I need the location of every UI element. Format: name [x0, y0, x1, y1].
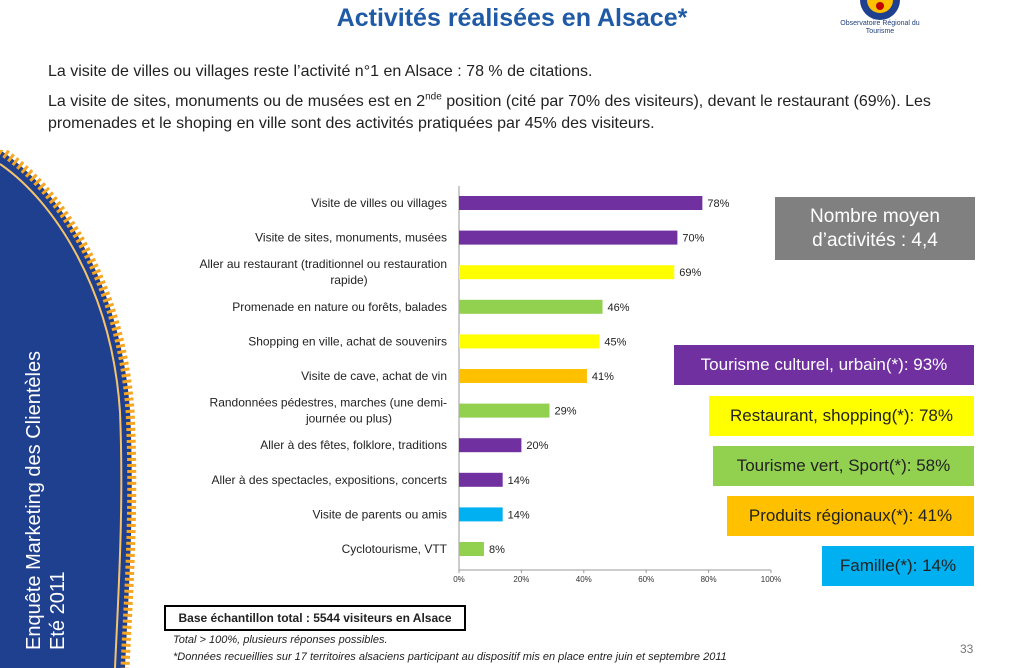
bar [459, 299, 603, 314]
x-tick-label: 0% [453, 575, 465, 584]
category-label-line: Promenade en nature ou forêts, balades [232, 300, 447, 314]
category-label: Aller à des fêtes, folklore, traditions [260, 438, 447, 452]
intro-line-1: La visite de villes ou villages reste l’… [48, 63, 593, 80]
category-label: Aller à des spectacles, expositions, con… [212, 473, 447, 487]
category-label-line: Visite de villes ou villages [311, 196, 447, 210]
page-number: 33 [960, 642, 974, 656]
side-band [0, 150, 137, 668]
category-label-line: Visite de cave, achat de vin [301, 369, 447, 383]
category-label-line: Cyclotourisme, VTT [342, 542, 448, 556]
category-label: Visite de cave, achat de vin [301, 369, 447, 383]
category-label-line: Randonnées pédestres, marches (une demi- [210, 396, 447, 410]
average-line-1: Nombre moyen [810, 206, 940, 227]
group-box-cultural: Tourisme culturel, urbain (*) : 93% [674, 345, 974, 385]
logo-text: Observatoire Régional du Tourisme [840, 20, 920, 35]
logo-icon [860, 0, 900, 20]
data-label: 14% [508, 509, 530, 521]
x-tick-label: 20% [513, 575, 529, 584]
category-label-line: Aller à des spectacles, expositions, con… [212, 473, 447, 487]
category-label: Shopping en ville, achat de souvenirs [248, 334, 447, 348]
category-label: Visite de villes ou villages [311, 196, 447, 210]
footnote-1: Total > 100%, plusieurs réponses possibl… [173, 634, 388, 646]
category-label-line: Visite de parents ou amis [312, 507, 447, 521]
category-label: Aller au restaurant (traditionnel ou res… [200, 257, 447, 287]
data-label: 70% [682, 233, 704, 245]
intro-line-2: La visite de sites, monuments ou de musé… [48, 91, 931, 132]
bar [459, 334, 600, 349]
category-label-line: rapide) [330, 273, 367, 287]
footnote-2: *Données recueillies sur 17 territoires … [173, 651, 727, 663]
bar [459, 472, 503, 487]
bar [459, 230, 678, 245]
bar [459, 438, 522, 453]
category-label: Promenade en nature ou forêts, balades [232, 300, 447, 314]
page-title: Activités réalisées en Alsace* [336, 4, 688, 32]
category-label: Visite de sites, monuments, musées [255, 231, 447, 245]
bar [459, 265, 675, 280]
bar [459, 507, 503, 522]
average-activities-box: Nombre moyen d’activités : 4,4 [775, 197, 975, 260]
data-label: 8% [489, 544, 505, 556]
data-label: 45% [604, 336, 626, 348]
category-label-line: Aller à des fêtes, folklore, traditions [260, 438, 447, 452]
group-box-green: Tourisme vert, Sport (*) : 58% [713, 446, 974, 486]
category-label-line: Shopping en ville, achat de souvenirs [248, 334, 447, 348]
data-label: 46% [608, 302, 630, 314]
category-label: Cyclotourisme, VTT [342, 542, 448, 556]
data-label: 41% [592, 371, 614, 383]
average-line-2: d’activités : 4,4 [812, 230, 938, 251]
bar [459, 542, 484, 556]
group-box-restaurant: Restaurant, shopping (*) : 78% [709, 396, 974, 436]
category-label-line: Visite de sites, monuments, musées [255, 231, 447, 245]
category-label: Randonnées pédestres, marches (une demi-… [210, 396, 447, 426]
x-tick-label: 80% [701, 575, 717, 584]
activities-bar-chart: 0% 20% 40% 60% 80% 100% 78% Visite de villes ou… [200, 186, 781, 584]
x-tick-label: 40% [576, 575, 592, 584]
data-label: 20% [526, 440, 548, 452]
category-label-line: Aller au restaurant (traditionnel ou res… [200, 257, 447, 271]
data-label: 29% [554, 406, 576, 418]
group-box-family: Famille (*) : 14% [822, 546, 974, 586]
bar [459, 369, 587, 383]
data-label: 69% [679, 267, 701, 279]
group-box-regional: Produits régionaux (*) : 41% [727, 496, 974, 536]
bar [459, 196, 703, 210]
sample-base-box: Base échantillon total : 5544 visiteurs … [164, 605, 466, 631]
x-tick-label: 100% [761, 575, 781, 584]
data-label: 14% [508, 475, 530, 487]
x-tick-label: 60% [638, 575, 654, 584]
bar [459, 403, 550, 418]
category-label-line: journée ou plus) [305, 412, 392, 426]
data-label: 78% [707, 198, 729, 210]
category-label: Visite de parents ou amis [312, 507, 447, 521]
